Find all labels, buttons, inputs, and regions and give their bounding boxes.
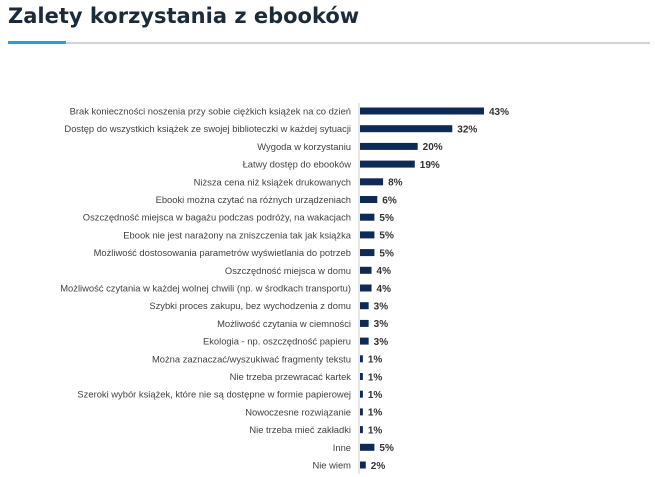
category-label: Ebooki można czytać na różnych urządzeni… (156, 194, 351, 205)
value-label: 1% (368, 355, 383, 366)
value-label: 3% (374, 302, 389, 313)
bar (360, 213, 375, 221)
value-label: 4% (377, 284, 392, 295)
category-label: Nie wiem (312, 460, 351, 471)
bar (360, 178, 384, 186)
page-title: Zalety korzystania z ebooków (8, 4, 360, 28)
category-label: Możliwość czytania w ciemności (217, 318, 351, 329)
category-label: Możliwość dostosowania parametrów wyświe… (94, 247, 351, 258)
value-label: 1% (368, 408, 383, 419)
category-label: Ekologia - np. oszczędność papieru (203, 336, 351, 347)
category-label: Niższa cena niż książek drukowanych (194, 176, 351, 187)
bar (360, 142, 418, 150)
value-label: 20% (423, 142, 443, 153)
category-label: Oszczędność miejsca w bagażu podczas pod… (83, 212, 351, 223)
value-label: 5% (379, 231, 394, 242)
bar (360, 249, 375, 257)
value-label: 1% (368, 390, 383, 401)
bar (360, 284, 372, 292)
category-label: Dostęp do wszystkich książek ze swojej b… (64, 123, 351, 134)
category-label: Nie trzeba przewracać kartek (230, 371, 352, 382)
category-label: Brak konieczności noszenia przy sobie ci… (70, 106, 351, 117)
category-label: Oszczędność miejsca w domu (225, 265, 351, 276)
category-label: Możliwość czytania w każdej wolnej chwil… (60, 283, 351, 294)
value-label: 4% (377, 266, 392, 277)
bar (360, 337, 369, 345)
value-label: 32% (457, 125, 477, 136)
value-label: 19% (420, 160, 440, 171)
title-underline (8, 42, 650, 44)
category-label: Nowoczesne rozwiązanie (245, 406, 351, 417)
value-label: 5% (379, 248, 394, 259)
bar (360, 107, 484, 115)
bar (360, 266, 372, 274)
bar (360, 390, 363, 398)
bar (360, 231, 375, 239)
category-label: Wygoda w korzystaniu (257, 141, 351, 152)
value-label: 8% (388, 178, 403, 189)
category-label: Można zaznaczać/wyszukiwać fragmenty tek… (152, 353, 351, 364)
bar (360, 196, 378, 203)
value-label: 1% (368, 372, 383, 383)
bar (360, 355, 363, 363)
category-label: Łatwy dostęp do ebooków (243, 159, 352, 170)
value-label: 3% (374, 337, 389, 348)
value-label: 3% (374, 319, 389, 330)
value-label: 2% (371, 461, 386, 472)
bar (360, 302, 369, 310)
category-label: Ebook nie jest narażony na zniszczenia t… (123, 229, 352, 240)
category-label: Nie trzeba mieć zakładki (249, 424, 351, 435)
bar (360, 408, 363, 416)
bar (360, 125, 453, 133)
bar (360, 373, 363, 380)
value-label: 5% (379, 443, 394, 454)
value-label: 5% (379, 213, 394, 224)
bar (360, 443, 375, 451)
bar (360, 319, 369, 327)
value-label: 6% (382, 195, 397, 206)
category-label: Szeroki wybór książek, które nie są dost… (77, 389, 351, 400)
value-label: 43% (489, 107, 509, 118)
bar (360, 461, 366, 469)
title-accent-bar (8, 41, 66, 44)
value-label: 1% (368, 425, 383, 436)
bar (360, 160, 415, 168)
category-label: Szybki proces zakupu, bez wychodzenia z … (149, 300, 351, 311)
bar (360, 426, 363, 434)
category-label: Inne (333, 442, 351, 453)
